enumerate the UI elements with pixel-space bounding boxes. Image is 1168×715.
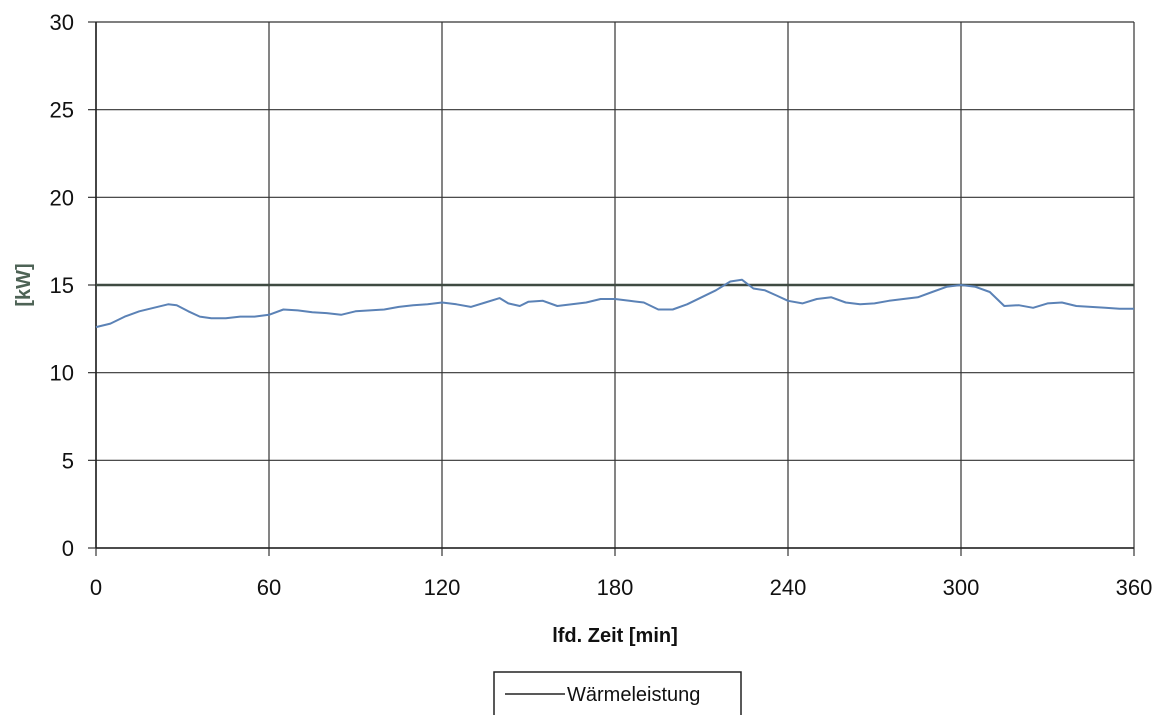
x-tick-label: 0 [90, 575, 102, 600]
legend-label: Wärmeleistung [567, 684, 700, 706]
y-axis-title: [kW] [13, 263, 35, 306]
x-tick-label: 180 [597, 575, 634, 600]
y-tick-label: 25 [50, 98, 74, 123]
series-line-waermeleistung [95, 278, 1134, 329]
y-tick-label: 10 [50, 361, 74, 386]
x-tick-label: 360 [1116, 575, 1153, 600]
y-tick-label: 15 [50, 273, 74, 298]
y-tick-label: 5 [62, 448, 74, 473]
series-layer [95, 278, 1134, 329]
y-tick-label: 0 [62, 536, 74, 561]
x-tick-label: 240 [770, 575, 807, 600]
legend: Wärmeleistung [493, 671, 742, 715]
x-axis-title: lfd. Zeit [min] [552, 625, 678, 647]
y-tick-label: 30 [50, 10, 74, 35]
x-tick-label: 60 [257, 575, 281, 600]
x-tick-label: 120 [424, 575, 461, 600]
y-tick-label: 20 [50, 185, 74, 210]
x-tick-label: 300 [943, 575, 980, 600]
